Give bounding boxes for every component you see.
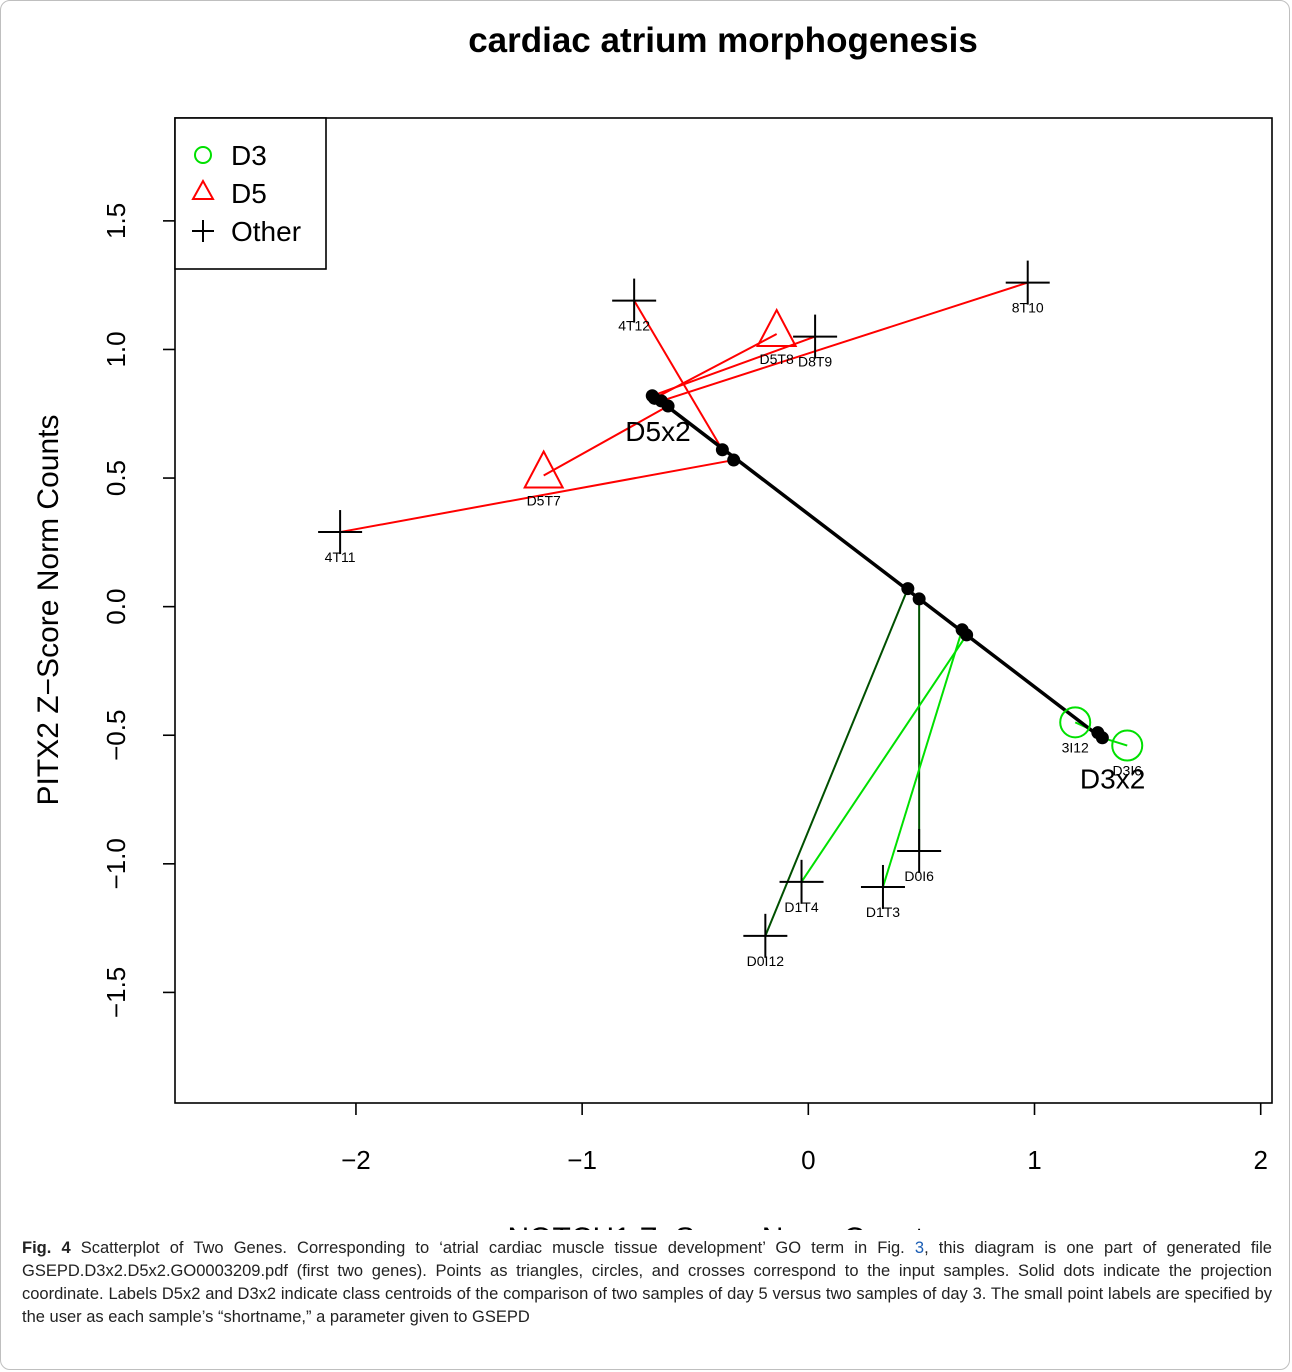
sample-marker-cross: [779, 859, 824, 904]
point-label: D1T4: [784, 899, 818, 915]
legend-label: D5: [231, 178, 267, 209]
projection-line: [882, 629, 964, 888]
sample-marker-cross: [860, 864, 905, 909]
figure-caption: Fig. 4 Scatterplot of Two Genes. Corresp…: [22, 1237, 1272, 1329]
projection-line: [339, 459, 734, 534]
projection-dot: [727, 453, 741, 467]
projection-line: [764, 588, 909, 937]
sample-markers: [318, 260, 1144, 958]
y-tick-label: 0.0: [101, 589, 131, 625]
projection-dot: [715, 443, 729, 457]
caption-text-before-ref: Scatterplot of Two Genes. Corresponding …: [80, 1239, 905, 1257]
projection-line: [800, 634, 968, 883]
legend-marker-cross: [192, 220, 214, 242]
centroid-label: D3x2: [1080, 763, 1145, 794]
scatter-chart: cardiac atrium morphogenesis −2 −1 0 1 2 −1.…: [32, 21, 1273, 1230]
sample-marker-triangle: [755, 307, 798, 348]
x-axis: −2 −1 0 1 2: [341, 1103, 1268, 1175]
point-label: D0I12: [747, 953, 785, 969]
point-label: D5T7: [527, 492, 561, 508]
y-tick-label: −1.5: [101, 967, 131, 1018]
plot-area: [174, 117, 1273, 1104]
y-tick-label: −1.0: [101, 838, 131, 889]
centroid-label: D5x2: [625, 416, 690, 447]
point-label: 4T12: [618, 318, 650, 334]
projection-dot: [901, 582, 915, 596]
x-tick-label: −1: [567, 1145, 597, 1175]
projection-line: [660, 281, 1029, 402]
y-tick-label: 1.5: [101, 203, 131, 239]
chart-title: cardiac atrium morphogenesis: [468, 21, 978, 60]
sample-marker-cross: [897, 828, 942, 873]
point-label: D5T8: [760, 351, 794, 367]
sample-marker-cross: [743, 913, 788, 958]
caption-figure-ref-link[interactable]: 3: [914, 1239, 925, 1257]
y-tick-label: 1.0: [101, 331, 131, 367]
projection-dot: [661, 399, 675, 413]
legend-label: Other: [231, 216, 301, 247]
point-label: 8T10: [1012, 300, 1044, 316]
point-label: D1T3: [866, 904, 900, 920]
projection-dot: [955, 623, 969, 637]
caption-text-after-ref: , this diagram is one part of generated …: [22, 1239, 1272, 1326]
sample-marker-cross: [318, 510, 363, 555]
projection-dot: [1095, 731, 1109, 745]
sample-marker-circle: [1111, 729, 1144, 762]
sample-marker-cross: [612, 278, 657, 323]
legend: D3 D5 Other: [174, 117, 327, 270]
projection-lines: [339, 281, 1128, 937]
point-label: D0I6: [904, 868, 934, 884]
x-tick-label: 0: [801, 1145, 815, 1175]
sample-marker-cross: [793, 314, 838, 359]
point-label: D8T9: [798, 354, 832, 370]
caption-label: Fig. 4: [22, 1239, 71, 1257]
legend-box: [174, 117, 327, 270]
point-label: 4T11: [325, 549, 356, 565]
projection-line: [543, 405, 669, 477]
y-tick-label: −0.5: [101, 710, 131, 761]
point-label: D3I6: [1112, 763, 1142, 779]
legend-marker-triangle: [191, 178, 215, 200]
projection-dots: [645, 389, 1109, 745]
x-axis-title: NOTCH1 Z−Score Norm Counts: [508, 1222, 939, 1230]
sample-marker-cross: [1005, 260, 1050, 305]
y-axis: −1.5 −1.0 −0.5 0.0 0.5 1.0 1.5: [101, 203, 175, 1018]
projection-dot: [912, 592, 926, 606]
projection-line: [633, 300, 724, 451]
point-label: 3I12: [1062, 739, 1089, 755]
sample-marker-circle: [1059, 706, 1092, 739]
projection-dot: [645, 389, 659, 403]
point-labels: 8T10 4T12 D5T8 D8T9 D5T7 4T11 3I12 D3I6 D0I6 D1T4…: [325, 300, 1143, 969]
legend-marker-circle: [194, 146, 212, 164]
centroid-labels: D5x2 D3x2: [625, 416, 1145, 794]
y-axis-title: PITX2 Z−Score Norm Counts: [32, 415, 65, 806]
legend-label: D3: [231, 140, 267, 171]
x-tick-label: −2: [341, 1145, 371, 1175]
y-tick-label: 0.5: [101, 460, 131, 496]
sample-marker-triangle: [523, 449, 565, 489]
x-tick-label: 1: [1027, 1145, 1041, 1175]
x-tick-label: 2: [1253, 1145, 1267, 1175]
